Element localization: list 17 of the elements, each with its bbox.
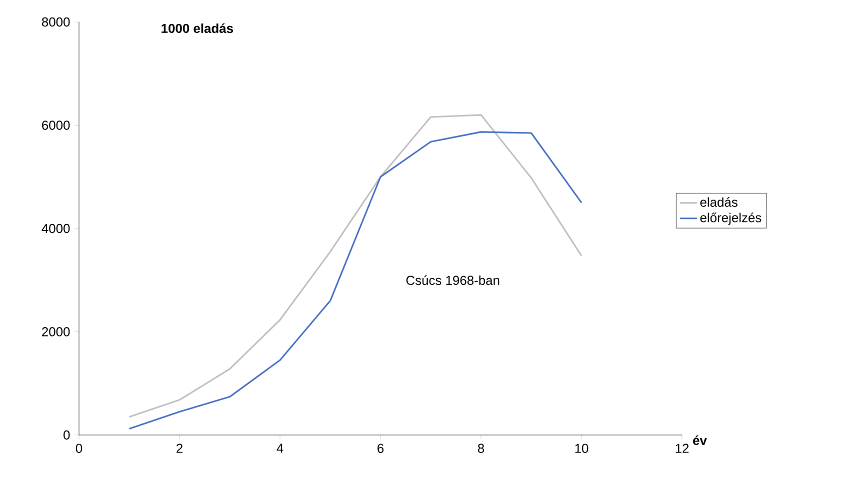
annotation: Csúcs 1968-ban [406,275,500,285]
legend-label: előrejelzés [700,212,762,225]
x-tick-label: 10 [575,444,588,453]
x-tick-label: 12 [676,444,689,453]
x-tick-label: 8 [478,444,484,453]
y-tick-label: 4000 [42,224,70,234]
legend-label: eladás [700,197,738,207]
y-tick-label: 0 [64,430,70,440]
x-axis-title: év [693,435,707,446]
y-axis-title: 1000 eladás [162,23,234,34]
x-tick-label: 2 [176,444,182,453]
y-tick-label: 6000 [42,120,70,130]
y-tick-label: 8000 [42,17,70,27]
x-tick-label: 6 [378,444,384,453]
y-tick-label: 2000 [42,327,70,336]
x-tick-label: 0 [76,444,82,453]
x-tick-label: 4 [276,444,284,453]
